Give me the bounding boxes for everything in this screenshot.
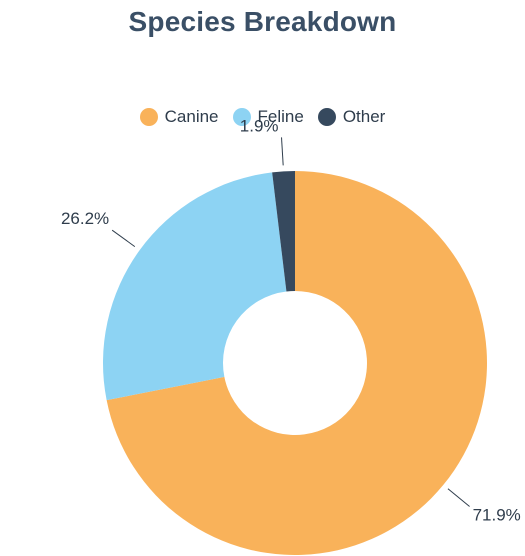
slice-other[interactable] [272, 171, 295, 292]
data-label-other: 1.9% [240, 116, 279, 135]
legend-item-other[interactable]: Other [317, 107, 386, 127]
legend-swatch-canine [139, 108, 158, 126]
data-label-feline: 26.2% [61, 209, 109, 228]
chart-legend: Canine Feline Other [0, 107, 525, 127]
chart-title: Species Breakdown [128, 6, 397, 37]
leader-line-feline [111, 229, 136, 248]
leader-line-other [281, 137, 284, 166]
slice-canine[interactable] [106, 171, 488, 555]
legend-swatch-feline [232, 108, 251, 126]
leader-line-canine [447, 488, 470, 507]
legend-label-other: Other [342, 107, 386, 126]
slice-feline[interactable] [103, 172, 287, 401]
legend-label-canine: Canine [164, 107, 219, 126]
legend-item-feline[interactable]: Feline [232, 107, 304, 127]
slices-layer [103, 171, 488, 555]
legend-item-canine[interactable]: Canine [139, 107, 219, 127]
labels-layer: 71.9% 26.2% 1.9% [61, 116, 521, 524]
legend-swatch-other [317, 108, 336, 126]
legend-label-feline: Feline [257, 107, 304, 126]
data-label-canine: 71.9% [473, 506, 521, 525]
